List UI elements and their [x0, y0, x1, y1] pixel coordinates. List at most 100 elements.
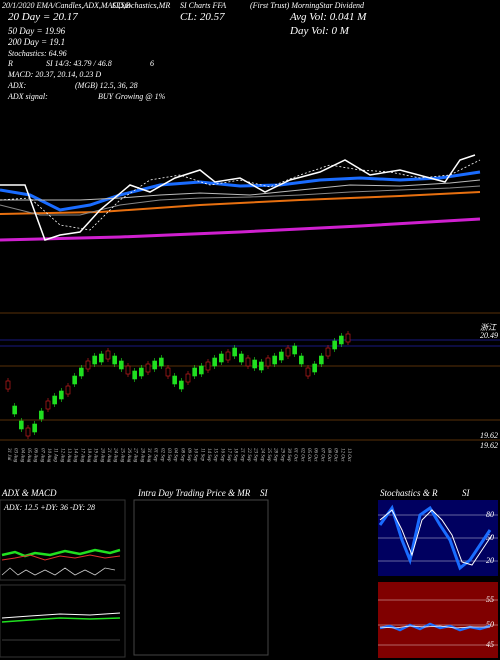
- ema200: 200 Day = 19.1: [8, 37, 65, 47]
- candle-body: [39, 410, 44, 420]
- candle-body: [32, 423, 37, 433]
- date-label: 20 Aug: [99, 448, 104, 463]
- date-label: 07 Oct: [319, 448, 324, 462]
- candle-body: [265, 357, 271, 367]
- candle-body: [25, 427, 31, 437]
- date-label: 11 Sep: [199, 448, 204, 462]
- avg-vol: Avg Vol: 0.041 M: [289, 11, 367, 23]
- date-label: 01 Oct: [293, 448, 298, 462]
- adx-label: ADX:: [7, 81, 27, 90]
- rsi-level: 55: [486, 595, 494, 604]
- stochastics: Stochastics: 64.96: [8, 49, 67, 58]
- candle-body: [199, 365, 204, 375]
- date-label: 05 Aug: [26, 448, 31, 463]
- candle-body: [239, 353, 244, 363]
- adx-line: ADX: 12.5 +DY: 36 -DY: 28: [3, 503, 95, 512]
- candle-body: [185, 373, 191, 383]
- date-label: 29 Sep: [279, 448, 284, 462]
- date-label: 31 Jul: [6, 448, 11, 461]
- candle-body: [312, 363, 317, 373]
- date-label: 17 Aug: [79, 448, 84, 463]
- date-label: 15 Sep: [213, 448, 218, 462]
- plus-di: [1, 548, 121, 558]
- candle-body: [5, 380, 11, 390]
- date-label: 22 Sep: [246, 448, 251, 462]
- rsi-signal: [379, 625, 490, 629]
- candle-body: [125, 365, 131, 375]
- date-label: 13 Oct: [346, 448, 351, 462]
- stoch-level: 20: [486, 556, 494, 565]
- price-label: 19.62: [480, 431, 498, 440]
- candle-body: [279, 351, 284, 361]
- ema20-line: [0, 170, 481, 212]
- candle-body: [99, 353, 104, 363]
- candle-body: [152, 360, 157, 370]
- rsi-level: 45: [486, 640, 494, 649]
- date-label: 04 Aug: [19, 448, 24, 463]
- date-label: 06 Aug: [33, 448, 38, 463]
- date-label: 26 Aug: [126, 448, 131, 463]
- date-label: 08 Sep: [179, 448, 184, 462]
- candle-body: [65, 385, 71, 395]
- date-label: 31 Aug: [146, 448, 151, 463]
- candle-body: [72, 375, 77, 385]
- adx-values: (MGB) 12.5, 36, 28: [75, 81, 138, 90]
- date-label: 27 Aug: [133, 448, 138, 463]
- candle-body: [332, 340, 337, 350]
- date-label: 25 Sep: [266, 448, 271, 462]
- candle-body: [45, 400, 51, 410]
- candles: [5, 331, 351, 439]
- candle-body: [119, 360, 124, 370]
- candle-body: [92, 355, 97, 365]
- candle-body: [345, 333, 351, 343]
- candle-body: [339, 335, 344, 345]
- candle-body: [172, 375, 177, 385]
- candle-body: [292, 345, 297, 355]
- date-label: 03 Sep: [166, 448, 171, 462]
- candle-body: [52, 395, 57, 405]
- date-label: 06 Oct: [313, 448, 318, 462]
- adx-panel: [0, 499, 126, 581]
- ema20: 20 Day = 20.17: [8, 11, 78, 23]
- date-label: 19 Aug: [93, 448, 98, 463]
- date-label: 07 Aug: [39, 448, 44, 463]
- candle-body: [305, 367, 311, 377]
- candle-body: [252, 359, 257, 369]
- candle-body: [325, 347, 331, 357]
- price-tag: 浙江: [480, 323, 497, 332]
- date-axis: 31 Jul 03 Aug 04 Aug 05 Aug 06 Aug 07 Aug 10 A…: [6, 448, 351, 463]
- date-label: 24 Sep: [259, 448, 264, 462]
- candle-body: [105, 350, 111, 360]
- ema50: 50 Day = 19.96: [8, 26, 66, 36]
- intraday-title: Intra Day Trading Price & MR: [137, 488, 251, 498]
- date-label: 12 Aug: [59, 448, 64, 463]
- macd: MACD: 20.37, 20.14, 0.23 D: [7, 70, 101, 79]
- date-label: 12 Oct: [339, 448, 344, 462]
- date-label: 09 Oct: [333, 448, 338, 462]
- date-label: 18 Aug: [86, 448, 91, 463]
- candle-body: [219, 353, 224, 363]
- date-label: 10 Sep: [193, 448, 198, 462]
- candle-body: [159, 357, 164, 367]
- candle-body: [145, 363, 151, 373]
- rsi-end: 6: [150, 59, 154, 68]
- date-label: 24 Aug: [113, 448, 118, 463]
- date-label: 25 Aug: [119, 448, 124, 463]
- candle-body: [139, 367, 144, 377]
- date-label: 04 Sep: [173, 448, 178, 462]
- macd-line: [1, 612, 121, 619]
- candle-body: [205, 361, 211, 371]
- stoch-si: SI: [462, 488, 471, 498]
- candle-body: [79, 367, 84, 377]
- candle-body: [259, 361, 264, 371]
- date-label: 14 Sep: [206, 448, 211, 462]
- rsi-panel: [378, 582, 498, 658]
- candle-body: [319, 355, 324, 365]
- price-label: 19.62: [480, 441, 498, 450]
- date-label: 21 Aug: [106, 448, 111, 463]
- rsi-level: 50: [486, 620, 494, 629]
- date-label: 30 Sep: [286, 448, 291, 462]
- date-label: 08 Oct: [326, 448, 331, 462]
- stoch-d: [379, 509, 493, 566]
